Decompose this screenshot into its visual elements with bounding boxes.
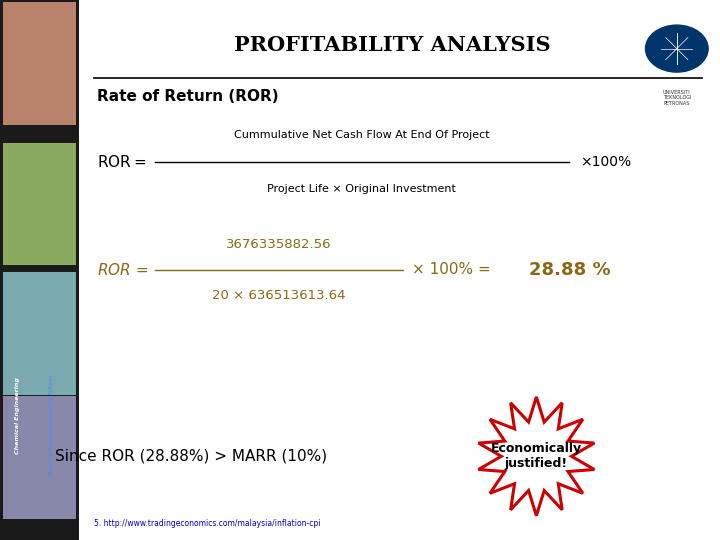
FancyBboxPatch shape	[3, 396, 76, 519]
Text: $\mathrm{ROR} =$: $\mathrm{ROR} =$	[97, 154, 146, 170]
Text: Chemical Engineering: Chemical Engineering	[15, 377, 20, 454]
Text: Project Life × Original Investment: Project Life × Original Investment	[267, 184, 456, 194]
Text: $\mathit{ROR}$ =: $\mathit{ROR}$ =	[97, 262, 148, 278]
Text: 5. http://www.tradingeconomics.com/malaysia/inflation-cpi: 5. http://www.tradingeconomics.com/malay…	[94, 519, 320, 528]
Text: UNIVERSITI
TEKNOLOGI
PETRONAS: UNIVERSITI TEKNOLOGI PETRONAS	[662, 90, 691, 106]
FancyBboxPatch shape	[3, 272, 76, 395]
Text: Economically
justified!: Economically justified!	[491, 442, 582, 470]
Text: Cummulative Net Cash Flow At End Of Project: Cummulative Net Cash Flow At End Of Proj…	[234, 130, 490, 140]
Polygon shape	[479, 397, 594, 516]
Text: ×100%: ×100%	[580, 155, 631, 169]
FancyBboxPatch shape	[0, 0, 79, 540]
FancyBboxPatch shape	[3, 2, 76, 125]
Text: Since ROR (28.88%) > MARR (10%): Since ROR (28.88%) > MARR (10%)	[55, 449, 327, 464]
Text: × 100% =: × 100% =	[412, 262, 495, 278]
FancyBboxPatch shape	[3, 143, 76, 265]
Circle shape	[645, 25, 708, 72]
Text: 3676335882.56: 3676335882.56	[226, 238, 332, 251]
Text: 28.88 %: 28.88 %	[529, 261, 611, 279]
Text: Inspiring Potential·Generating Futures: Inspiring Potential·Generating Futures	[49, 375, 54, 475]
Text: 20 × 636513613.64: 20 × 636513613.64	[212, 289, 346, 302]
Text: PROFITABILITY ANALYSIS: PROFITABILITY ANALYSIS	[234, 35, 551, 55]
Text: Rate of Return (ROR): Rate of Return (ROR)	[97, 89, 279, 104]
